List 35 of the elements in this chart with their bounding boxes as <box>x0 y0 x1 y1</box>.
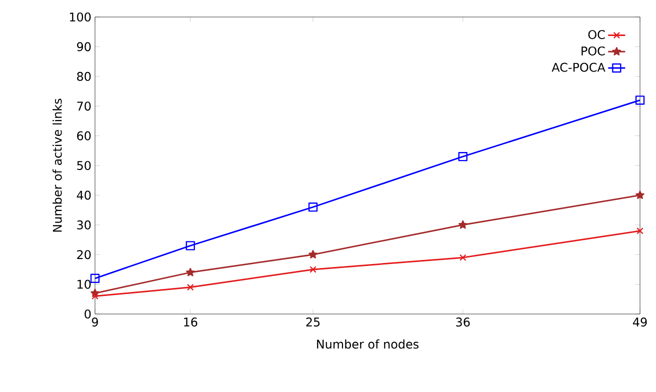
point <box>186 284 194 291</box>
x-axis-title: Number of nodes <box>317 339 419 349</box>
x-tick-label: 49 <box>632 318 647 327</box>
point <box>92 292 98 300</box>
legend-label: POC <box>582 46 605 56</box>
y-tick-label: 70 <box>77 102 91 111</box>
y-tick-label: 90 <box>77 42 91 52</box>
x-tick-label: 9 <box>92 318 98 327</box>
x-tick-label: 16 <box>184 318 198 327</box>
y-tick-label: 30 <box>77 220 91 230</box>
point <box>186 268 195 276</box>
y-tick-label: 50 <box>77 160 91 170</box>
y-tick-label: 100 <box>70 12 91 22</box>
point <box>458 220 468 229</box>
legend-label: OC <box>588 30 605 40</box>
point <box>310 266 316 273</box>
y-tick-label: 20 <box>77 250 91 260</box>
point <box>186 241 195 250</box>
point <box>458 152 468 162</box>
point <box>459 254 466 261</box>
x-tick-label: 36 <box>456 318 470 327</box>
y-tick-label: 40 <box>76 190 91 200</box>
point <box>308 250 318 258</box>
y-tick-label: 10 <box>78 280 91 289</box>
point <box>636 227 644 234</box>
y-tick-label: 60 <box>77 131 91 140</box>
point <box>636 190 644 200</box>
point <box>90 274 100 283</box>
x-tick-label: 25 <box>306 318 320 327</box>
y-tick-label: 80 <box>77 72 91 81</box>
y-tick-label: 0 <box>84 309 91 319</box>
y-axis-title: Number of active links <box>52 98 62 232</box>
point <box>635 96 645 105</box>
legend-label: AC-POCA <box>552 62 606 72</box>
point <box>308 202 318 212</box>
